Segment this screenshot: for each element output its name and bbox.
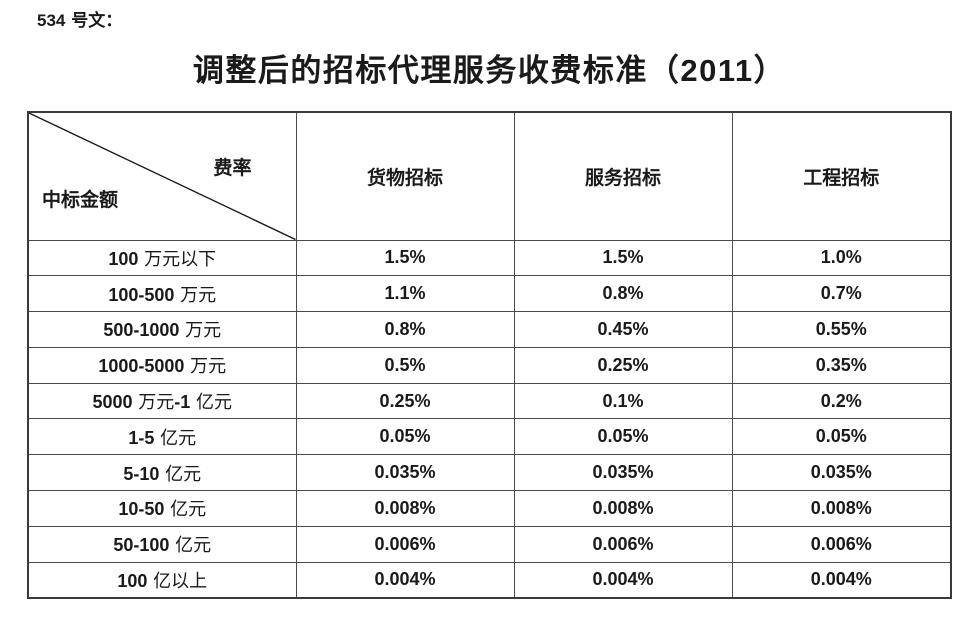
- rate-cell: 0.7%: [731, 275, 952, 313]
- rate-cell: 0.006%: [295, 525, 515, 563]
- amount-cell: 100 亿以上: [27, 561, 297, 599]
- amount-cell: 100-500 万元: [27, 275, 297, 313]
- rate-cell: 0.8%: [295, 311, 515, 348]
- rate-cell: 0.008%: [513, 490, 733, 527]
- rate-cell: 0.035%: [513, 454, 733, 492]
- amount-cell: 500-1000 万元: [27, 311, 297, 348]
- amount-cell: 5000 万元-1 亿元: [27, 382, 297, 420]
- fee-table: 费率 中标金额 货物招标 服务招标 工程招标 100 万元以下 1.5% 1.5% 1…: [27, 111, 952, 599]
- rate-cell: 0.035%: [731, 454, 952, 492]
- rate-cell: 0.008%: [295, 490, 515, 527]
- rate-cell: 0.05%: [295, 418, 515, 456]
- table-row: 100 亿以上 0.004% 0.004% 0.004%: [27, 561, 952, 599]
- rate-cell: 0.05%: [513, 418, 733, 456]
- page-title: 调整后的招标代理服务收费标准（2011）: [192, 53, 787, 89]
- rate-cell: 1.5%: [513, 239, 733, 277]
- rate-cell: 0.006%: [513, 525, 733, 563]
- rate-cell: 0.8%: [513, 275, 733, 313]
- rate-cell: 0.004%: [295, 561, 515, 599]
- header-row: 费率 中标金额 货物招标 服务招标 工程招标: [27, 111, 952, 241]
- rate-cell: 0.004%: [731, 561, 952, 599]
- table-row: 5000 万元-1 亿元 0.25% 0.1% 0.2%: [27, 382, 952, 420]
- diagonal-divider-line: [29, 113, 296, 240]
- column-header-service-bidding: 服务招标: [513, 111, 733, 241]
- fee-table-body: 100 万元以下 1.5% 1.5% 1.0% 100-500 万元 1.1% 0.8% 0.…: [27, 239, 952, 599]
- corner-header-cell: 费率 中标金额: [27, 111, 297, 241]
- corner-label-rate: 费率: [213, 157, 252, 179]
- rate-cell: 0.006%: [731, 525, 952, 563]
- corner-label-amount: 中标金额: [42, 188, 119, 211]
- rate-cell: 0.1%: [513, 382, 733, 420]
- amount-cell: 100 万元以下: [27, 239, 297, 277]
- table-row: 5-10 亿元 0.035% 0.035% 0.035%: [27, 454, 952, 492]
- rate-cell: 1.5%: [295, 239, 515, 277]
- table-row: 10-50 亿元 0.008% 0.008% 0.008%: [27, 490, 952, 527]
- column-header-engineering-bidding: 工程招标: [731, 111, 952, 241]
- rate-cell: 0.035%: [295, 454, 515, 492]
- rate-cell: 0.55%: [731, 311, 952, 348]
- amount-cell: 1-5 亿元: [27, 418, 297, 456]
- table-row: 1-5 亿元 0.05% 0.05% 0.05%: [27, 418, 952, 456]
- rate-cell: 0.35%: [731, 346, 952, 384]
- table-row: 100-500 万元 1.1% 0.8% 0.7%: [27, 275, 952, 313]
- table-row: 500-1000 万元 0.8% 0.45% 0.55%: [27, 311, 952, 348]
- amount-cell: 1000-5000 万元: [27, 346, 297, 384]
- doc-number-label: 534 号文：: [37, 11, 123, 31]
- rate-cell: 1.1%: [295, 275, 515, 313]
- table-row: 100 万元以下 1.5% 1.5% 1.0%: [27, 239, 952, 277]
- rate-cell: 0.25%: [295, 382, 515, 420]
- amount-cell: 5-10 亿元: [27, 454, 297, 492]
- rate-cell: 0.05%: [731, 418, 952, 456]
- rate-cell: 0.2%: [731, 382, 952, 420]
- rate-cell: 0.5%: [295, 346, 515, 384]
- rate-cell: 0.008%: [731, 490, 952, 527]
- rate-cell: 1.0%: [731, 239, 952, 277]
- amount-cell: 50-100 亿元: [27, 525, 297, 563]
- amount-cell: 10-50 亿元: [27, 490, 297, 527]
- table-row: 50-100 亿元 0.006% 0.006% 0.006%: [27, 525, 952, 563]
- rate-cell: 0.25%: [513, 346, 733, 384]
- rate-cell: 0.45%: [513, 311, 733, 348]
- rate-cell: 0.004%: [513, 561, 733, 599]
- table-row: 1000-5000 万元 0.5% 0.25% 0.35%: [27, 346, 952, 384]
- column-header-goods-bidding: 货物招标: [295, 111, 515, 241]
